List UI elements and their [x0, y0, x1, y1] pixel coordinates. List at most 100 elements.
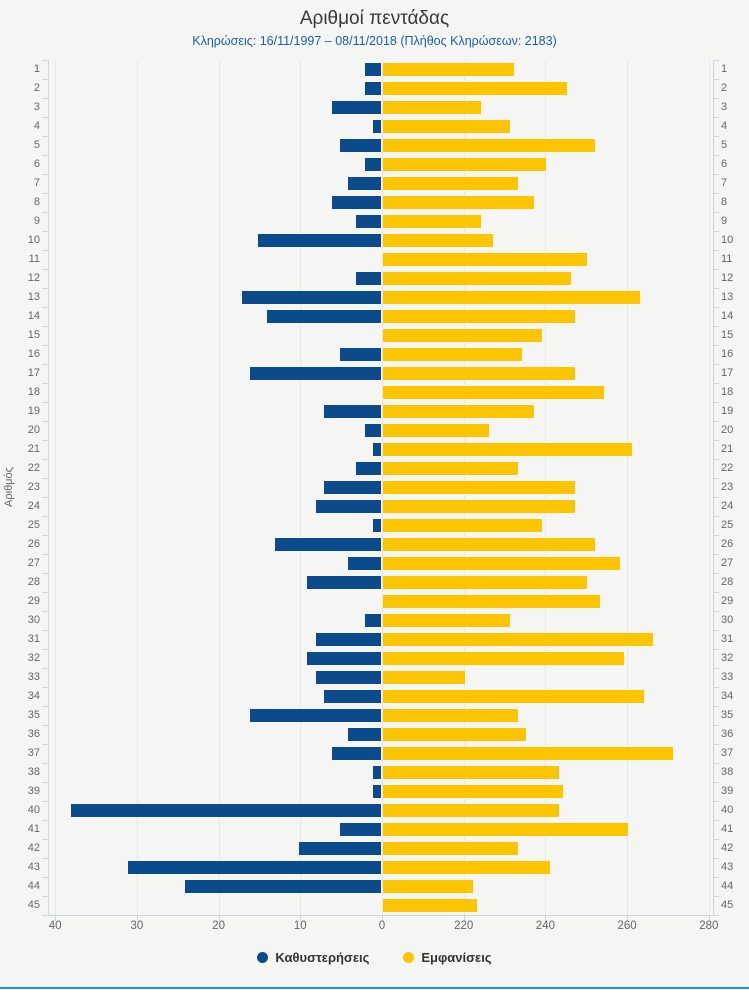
- appearance-bar: [383, 709, 518, 722]
- y-axis-tick: [713, 459, 719, 460]
- appearance-bar: [383, 272, 571, 285]
- delay-bar: [348, 728, 381, 741]
- chart-title: Αριθμοί πεντάδας: [299, 8, 450, 29]
- y-axis-tick: [42, 858, 48, 859]
- y-axis-tick: [713, 516, 719, 517]
- y-axis-tick: [713, 383, 719, 384]
- y-axis-tick: [713, 554, 719, 555]
- appearance-bar: [383, 785, 563, 798]
- left-axis-labels: 1 2 3 4 5 6 7 8 9 10 11 12 13 14 15 16 17 18 19 20 21 22 23 24 2…: [0, 60, 44, 915]
- appearance-bar: [383, 443, 633, 456]
- x-tick-label: 220: [454, 920, 474, 932]
- y-axis-tick: [42, 136, 48, 137]
- appearance-bar: [383, 747, 674, 760]
- y-axis-tick: [713, 649, 719, 650]
- row-label-left: 3: [33, 101, 40, 113]
- y-axis-tick: [713, 402, 719, 403]
- row-label-right: 5: [721, 139, 728, 151]
- row-label-right: 42: [721, 842, 734, 854]
- appearance-bar: [383, 766, 559, 779]
- appearance-bar: [383, 291, 641, 304]
- row-label-left: 28: [27, 576, 40, 588]
- delay-bar: [364, 82, 381, 95]
- row-label-right: 7: [721, 177, 728, 189]
- y-axis-tick: [42, 668, 48, 669]
- y-axis-tick: [713, 155, 719, 156]
- x-tick-label: 30: [130, 920, 144, 932]
- delay-bar: [372, 785, 381, 798]
- y-axis-tick: [42, 250, 48, 251]
- y-axis-tick: [42, 535, 48, 536]
- row-label-right: 9: [721, 215, 728, 227]
- delay-bar: [315, 500, 381, 513]
- y-axis-tick: [713, 60, 719, 61]
- y-axis-tick: [42, 231, 48, 232]
- y-axis-tick: [713, 535, 719, 536]
- appearance-bar: [383, 538, 596, 551]
- delay-bar: [70, 804, 381, 817]
- x-axis-tick: [382, 915, 383, 921]
- row-label-right: 33: [721, 671, 734, 683]
- row-label-right: 13: [721, 291, 734, 303]
- y-axis-tick: [42, 421, 48, 422]
- row-label-right: 24: [721, 500, 734, 512]
- row-label-right: 26: [721, 538, 734, 550]
- appearance-bar: [383, 120, 510, 133]
- row-label-left: 41: [27, 823, 40, 835]
- appearance-bar: [383, 329, 543, 342]
- appearance-bar: [383, 82, 567, 95]
- delay-bar: [315, 671, 381, 684]
- x-tick-label: 280: [699, 920, 719, 932]
- appearance-bar: [383, 424, 490, 437]
- grid-line: [627, 60, 629, 915]
- row-label-left: 45: [27, 899, 40, 911]
- row-label-left: 21: [27, 443, 40, 455]
- y-axis-tick: [713, 117, 719, 118]
- delay-bar: [372, 519, 381, 532]
- appearance-bar: [383, 481, 575, 494]
- y-axis-tick: [42, 725, 48, 726]
- row-label-left: 23: [27, 481, 40, 493]
- y-axis-tick: [42, 478, 48, 479]
- y-axis-tick: [42, 592, 48, 593]
- y-axis-tick: [713, 858, 719, 859]
- delay-bar: [127, 861, 381, 874]
- row-label-left: 36: [27, 728, 40, 740]
- delay-bar: [315, 633, 381, 646]
- legend-item-delays[interactable]: Καθυστερήσεις: [257, 950, 369, 965]
- delay-bar: [372, 766, 381, 779]
- y-axis-tick: [42, 801, 48, 802]
- row-label-right: 28: [721, 576, 734, 588]
- y-axis-tick: [42, 839, 48, 840]
- row-label-left: 19: [27, 405, 40, 417]
- row-label-left: 15: [27, 329, 40, 341]
- y-axis-tick: [42, 345, 48, 346]
- row-label-left: 25: [27, 519, 40, 531]
- legend-item-appearances[interactable]: Εμφανίσεις: [403, 950, 492, 965]
- grid-line: [708, 60, 710, 915]
- row-label-left: 30: [27, 614, 40, 626]
- y-axis-tick: [713, 611, 719, 612]
- x-tick-label: 10: [293, 920, 307, 932]
- y-axis-tick: [42, 79, 48, 80]
- appearance-bar: [383, 576, 588, 589]
- row-label-right: 2: [721, 82, 728, 94]
- y-axis-tick: [713, 288, 719, 289]
- y-axis-tick: [42, 459, 48, 460]
- appearance-bar: [383, 405, 535, 418]
- y-axis-tick: [42, 915, 48, 916]
- delay-bar: [323, 481, 381, 494]
- delay-bar: [184, 880, 381, 893]
- y-axis-tick: [713, 820, 719, 821]
- appearances-legend-dot-icon: [403, 952, 415, 963]
- row-label-left: 42: [27, 842, 40, 854]
- y-axis-tick: [42, 687, 48, 688]
- appearance-bar: [383, 652, 624, 665]
- row-label-left: 44: [27, 880, 40, 892]
- row-label-left: 2: [33, 82, 40, 94]
- y-axis-tick: [42, 117, 48, 118]
- appearance-bar: [383, 500, 575, 513]
- row-label-left: 31: [27, 633, 40, 645]
- y-axis-tick: [713, 782, 719, 783]
- delay-bar: [307, 576, 381, 589]
